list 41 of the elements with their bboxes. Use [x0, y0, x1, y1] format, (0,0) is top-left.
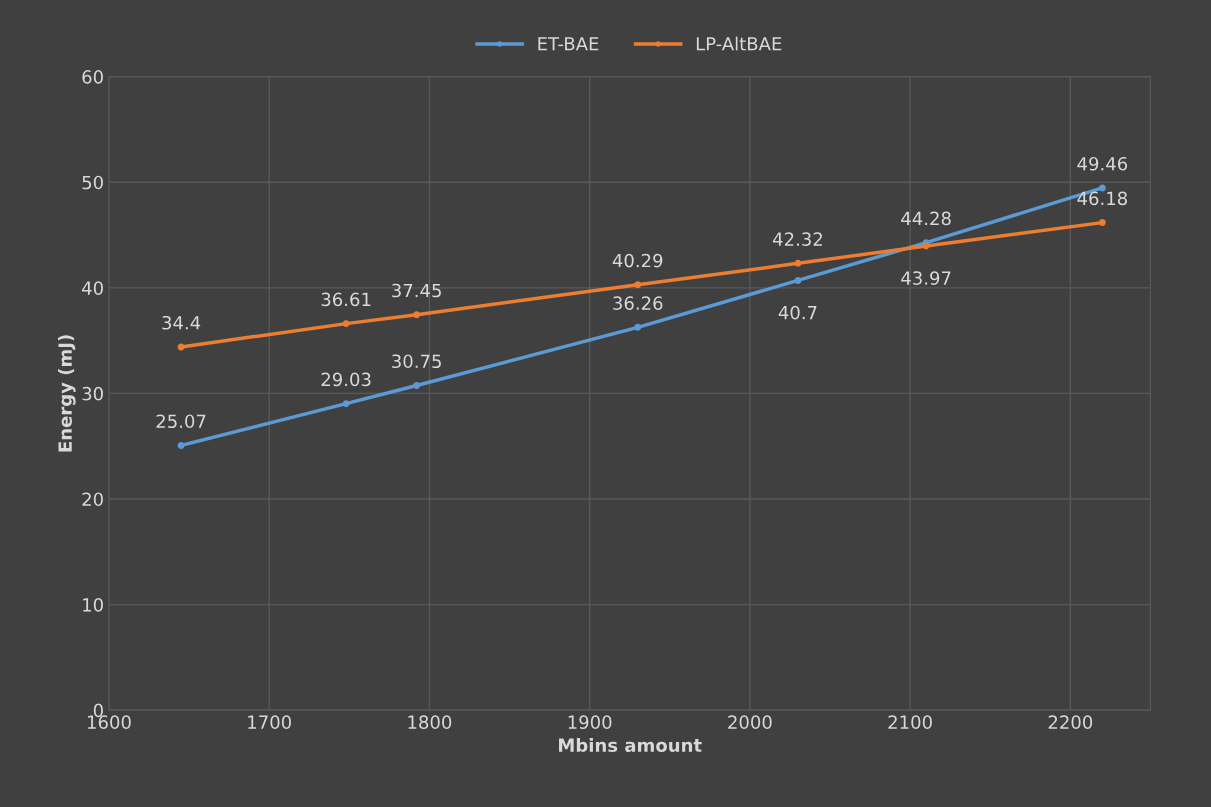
point: [413, 311, 421, 319]
y-tick-label: 60: [82, 70, 103, 84]
y-tick-label: 20: [82, 492, 103, 507]
data-label: 34.4: [162, 315, 201, 330]
x-tick-label: 2200: [1048, 715, 1093, 729]
y-tick-label: 10: [83, 598, 103, 612]
x-tick-label: 2100: [888, 715, 932, 729]
y-tick-label: 30: [82, 386, 103, 401]
legend-label: ET-BAE: [538, 37, 599, 51]
y-tick-label: 50: [82, 175, 103, 190]
point: [1098, 219, 1106, 227]
x-axis-title: Mbins amount: [559, 738, 702, 753]
data-label: 29.03: [321, 372, 371, 387]
y-axis-title: Energy (mJ): [58, 335, 76, 452]
x-tick-label: 1800: [408, 715, 452, 729]
point: [177, 343, 185, 351]
data-label: 36.61: [321, 292, 371, 307]
data-label: 37.45: [392, 283, 441, 298]
data-label: 40.29: [612, 253, 663, 268]
point: [342, 400, 350, 408]
x-tick-label: 2000: [728, 715, 772, 729]
data-label: 43.97: [901, 271, 951, 285]
point: [413, 382, 421, 389]
legend-label: LP-AltBAE: [696, 36, 782, 51]
data-label: 36.26: [613, 296, 663, 310]
point: [634, 323, 642, 331]
data-label: 44.28: [901, 211, 951, 226]
data-label: 46.18: [1077, 191, 1127, 206]
x-tick-label: 1700: [248, 715, 291, 729]
point: [177, 441, 185, 449]
data-label: 40.7: [778, 305, 817, 320]
point: [634, 281, 642, 289]
data-label: 25.07: [156, 414, 206, 429]
data-label: 30.75: [392, 354, 441, 369]
x-tick-label: 1900: [568, 715, 612, 729]
point: [794, 276, 802, 284]
point: [794, 259, 802, 267]
data-label: 49.46: [1077, 156, 1128, 171]
y-tick-label: 40: [82, 281, 103, 295]
point: [342, 320, 350, 328]
data-label: 42.32: [772, 232, 822, 246]
